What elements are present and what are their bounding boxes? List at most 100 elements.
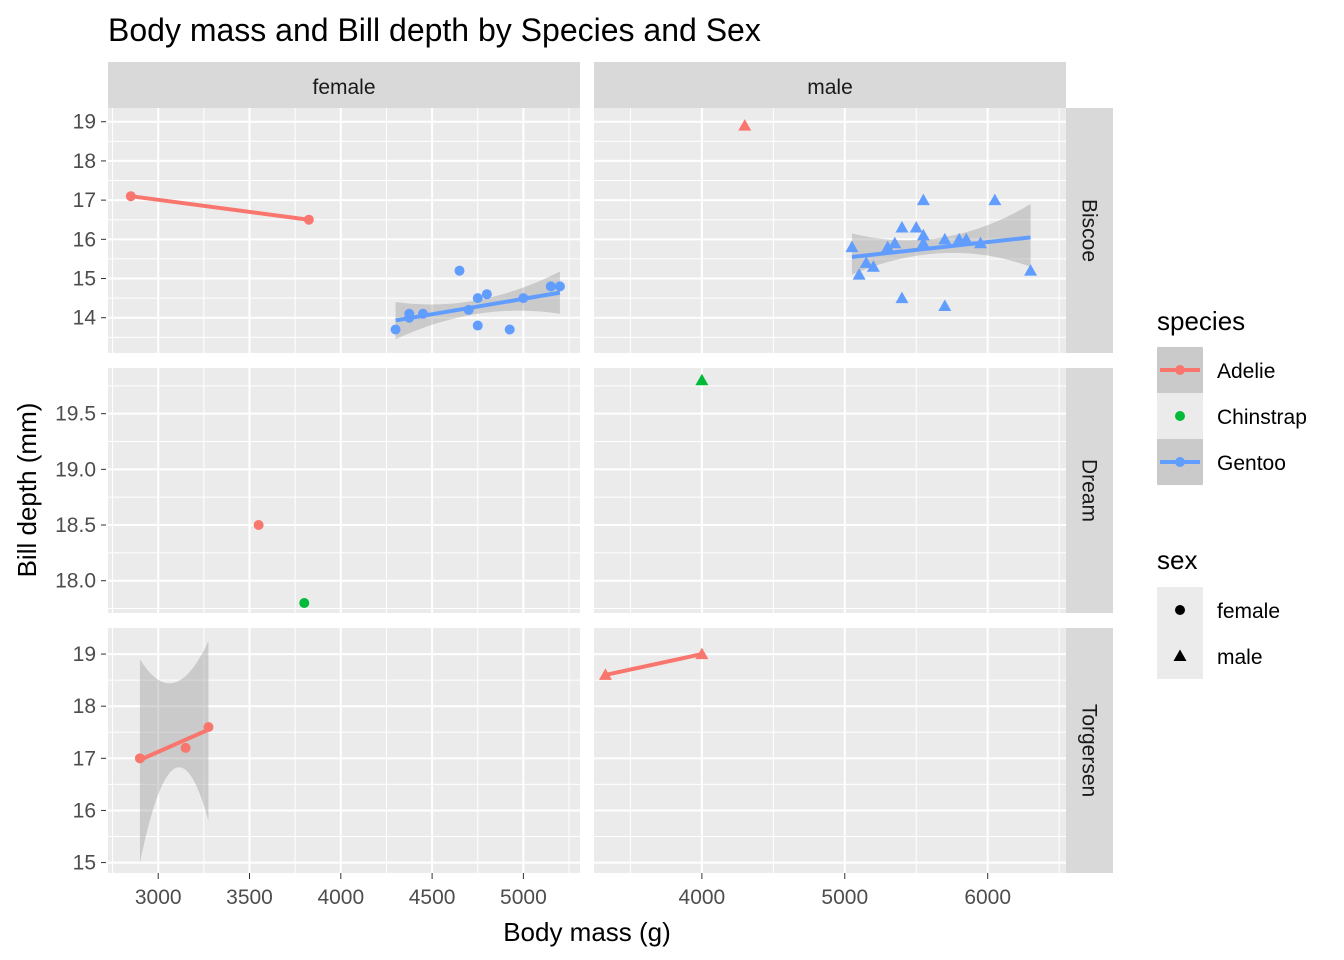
facet-strips: female male Biscoe Dream Torgersen <box>108 62 1113 873</box>
point-gentoo-female <box>518 293 529 304</box>
panel-male-torgersen <box>594 628 1066 873</box>
panel-female-dream <box>108 368 580 613</box>
point-chinstrap-male <box>695 373 709 386</box>
point-gentoo-female <box>554 281 565 292</box>
strip-label-male: male <box>807 76 853 99</box>
point-gentoo-male <box>895 291 909 304</box>
point-gentoo-male <box>866 260 880 272</box>
panel-female-biscoe-gridlines <box>108 108 580 353</box>
panel-female-biscoe-data <box>125 191 565 340</box>
point-adelie-male <box>738 119 752 131</box>
y-tick-label: 19.5 <box>55 403 96 426</box>
point-chinstrap-female <box>299 597 310 608</box>
point-gentoo-male <box>852 268 866 280</box>
y-tick-label: 17 <box>73 189 96 212</box>
panel-female-torgersen-gridlines <box>108 628 580 873</box>
point-adelie-female <box>203 722 214 733</box>
x-tick-label: 3500 <box>226 886 273 909</box>
panel-male-torgersen-gridlines <box>594 628 1066 873</box>
fit-line-adelie <box>139 727 210 762</box>
point-gentoo-male <box>895 221 909 233</box>
x-tick-label: 6000 <box>964 886 1011 909</box>
legend-key-point-gentoo <box>1175 457 1185 467</box>
point-gentoo-male <box>845 240 859 253</box>
point-gentoo-female <box>472 320 483 331</box>
fit-line-adelie <box>605 652 703 677</box>
point-adelie-male <box>695 647 709 660</box>
panel-male-dream-gridlines <box>594 368 1066 613</box>
legend-sex-title: sex <box>1157 545 1197 575</box>
legend-label-adelie: Adelie <box>1217 360 1275 383</box>
point-gentoo-female <box>472 293 483 304</box>
point-gentoo-male <box>938 232 952 245</box>
legend-key-triangle-male <box>1173 649 1187 661</box>
point-gentoo-female <box>404 308 415 319</box>
confidence-band-adelie <box>139 641 209 863</box>
chart-title: Body mass and Bill depth by Species and … <box>108 12 761 48</box>
legend-sex-keys: female male <box>1157 587 1280 679</box>
panel-male-torgersen-data <box>598 647 709 680</box>
fit-line-gentoo <box>851 235 1031 259</box>
legend-label-chinstrap: Chinstrap <box>1217 406 1307 429</box>
point-gentoo-male <box>974 236 988 249</box>
point-adelie-male <box>598 668 612 680</box>
strip-torgersen <box>1066 628 1113 873</box>
point-gentoo-female <box>463 304 474 315</box>
x-tick-label: 5000 <box>500 886 547 909</box>
legend-label-male: male <box>1217 646 1263 669</box>
strip-male <box>594 62 1066 108</box>
y-tick-label: 16 <box>73 228 96 251</box>
point-gentoo-male <box>988 193 1002 206</box>
point-gentoo-female <box>545 281 556 292</box>
point-gentoo-male <box>959 232 973 245</box>
y-tick-label: 18 <box>73 695 96 718</box>
point-gentoo-male <box>1024 264 1038 276</box>
y-tick-label: 19 <box>73 643 96 666</box>
y-axis-title: Bill depth (mm) <box>12 403 42 578</box>
panel-female-biscoe <box>108 108 580 353</box>
y-tick-label: 17 <box>73 747 96 770</box>
point-gentoo-male <box>909 221 923 233</box>
x-tick-label: 3000 <box>135 886 182 909</box>
legend-species-title: species <box>1157 306 1245 336</box>
panel-male-dream-background <box>594 368 1066 613</box>
legend: species Adelie Chinstrap Gentoo sex female… <box>1157 306 1307 679</box>
panel-female-torgersen <box>108 628 580 873</box>
legend-key-circle-female <box>1175 605 1185 615</box>
legend-species-keys: Adelie Chinstrap Gentoo <box>1157 347 1307 485</box>
panel-female-dream-background <box>108 368 580 613</box>
x-tick-label: 4000 <box>317 886 364 909</box>
panel-male-biscoe-gridlines <box>594 108 1066 353</box>
strip-label-female: female <box>312 76 375 99</box>
point-gentoo-male <box>916 193 930 206</box>
legend-label-female: female <box>1217 600 1280 623</box>
point-gentoo-male <box>938 299 952 311</box>
point-gentoo-male <box>888 236 902 249</box>
strip-dream <box>1066 368 1113 613</box>
y-tick-label: 15 <box>73 852 96 875</box>
panel-female-dream-data <box>253 520 310 608</box>
x-axis-title: Body mass (g) <box>503 917 671 947</box>
panel-male-biscoe-data <box>738 119 1038 311</box>
panels <box>108 108 1066 873</box>
point-gentoo-male <box>916 236 930 249</box>
y-tick-label: 18 <box>73 150 96 173</box>
y-tick-label: 18.5 <box>55 514 96 537</box>
legend-label-gentoo: Gentoo <box>1217 452 1286 475</box>
point-gentoo-female <box>481 289 492 300</box>
y-tick-label: 18.0 <box>55 570 96 593</box>
point-gentoo-female <box>504 324 515 335</box>
panel-female-dream-gridlines <box>108 368 580 613</box>
point-adelie-female <box>253 520 264 531</box>
panel-female-torgersen-data <box>134 641 214 863</box>
legend-key-point-chinstrap <box>1175 411 1185 421</box>
panel-female-biscoe-background <box>108 108 580 353</box>
point-adelie-female <box>303 214 314 225</box>
point-gentoo-male <box>916 228 930 241</box>
x-tick-label: 5000 <box>821 886 868 909</box>
y-tick-label: 16 <box>73 799 96 822</box>
strip-label-biscoe: Biscoe <box>1078 199 1101 262</box>
panel-male-biscoe <box>594 108 1066 353</box>
panel-male-dream <box>594 368 1066 613</box>
